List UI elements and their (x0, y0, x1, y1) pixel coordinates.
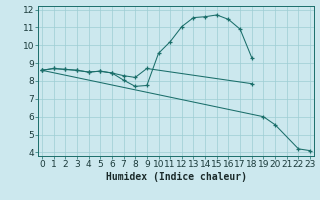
X-axis label: Humidex (Indice chaleur): Humidex (Indice chaleur) (106, 172, 246, 182)
